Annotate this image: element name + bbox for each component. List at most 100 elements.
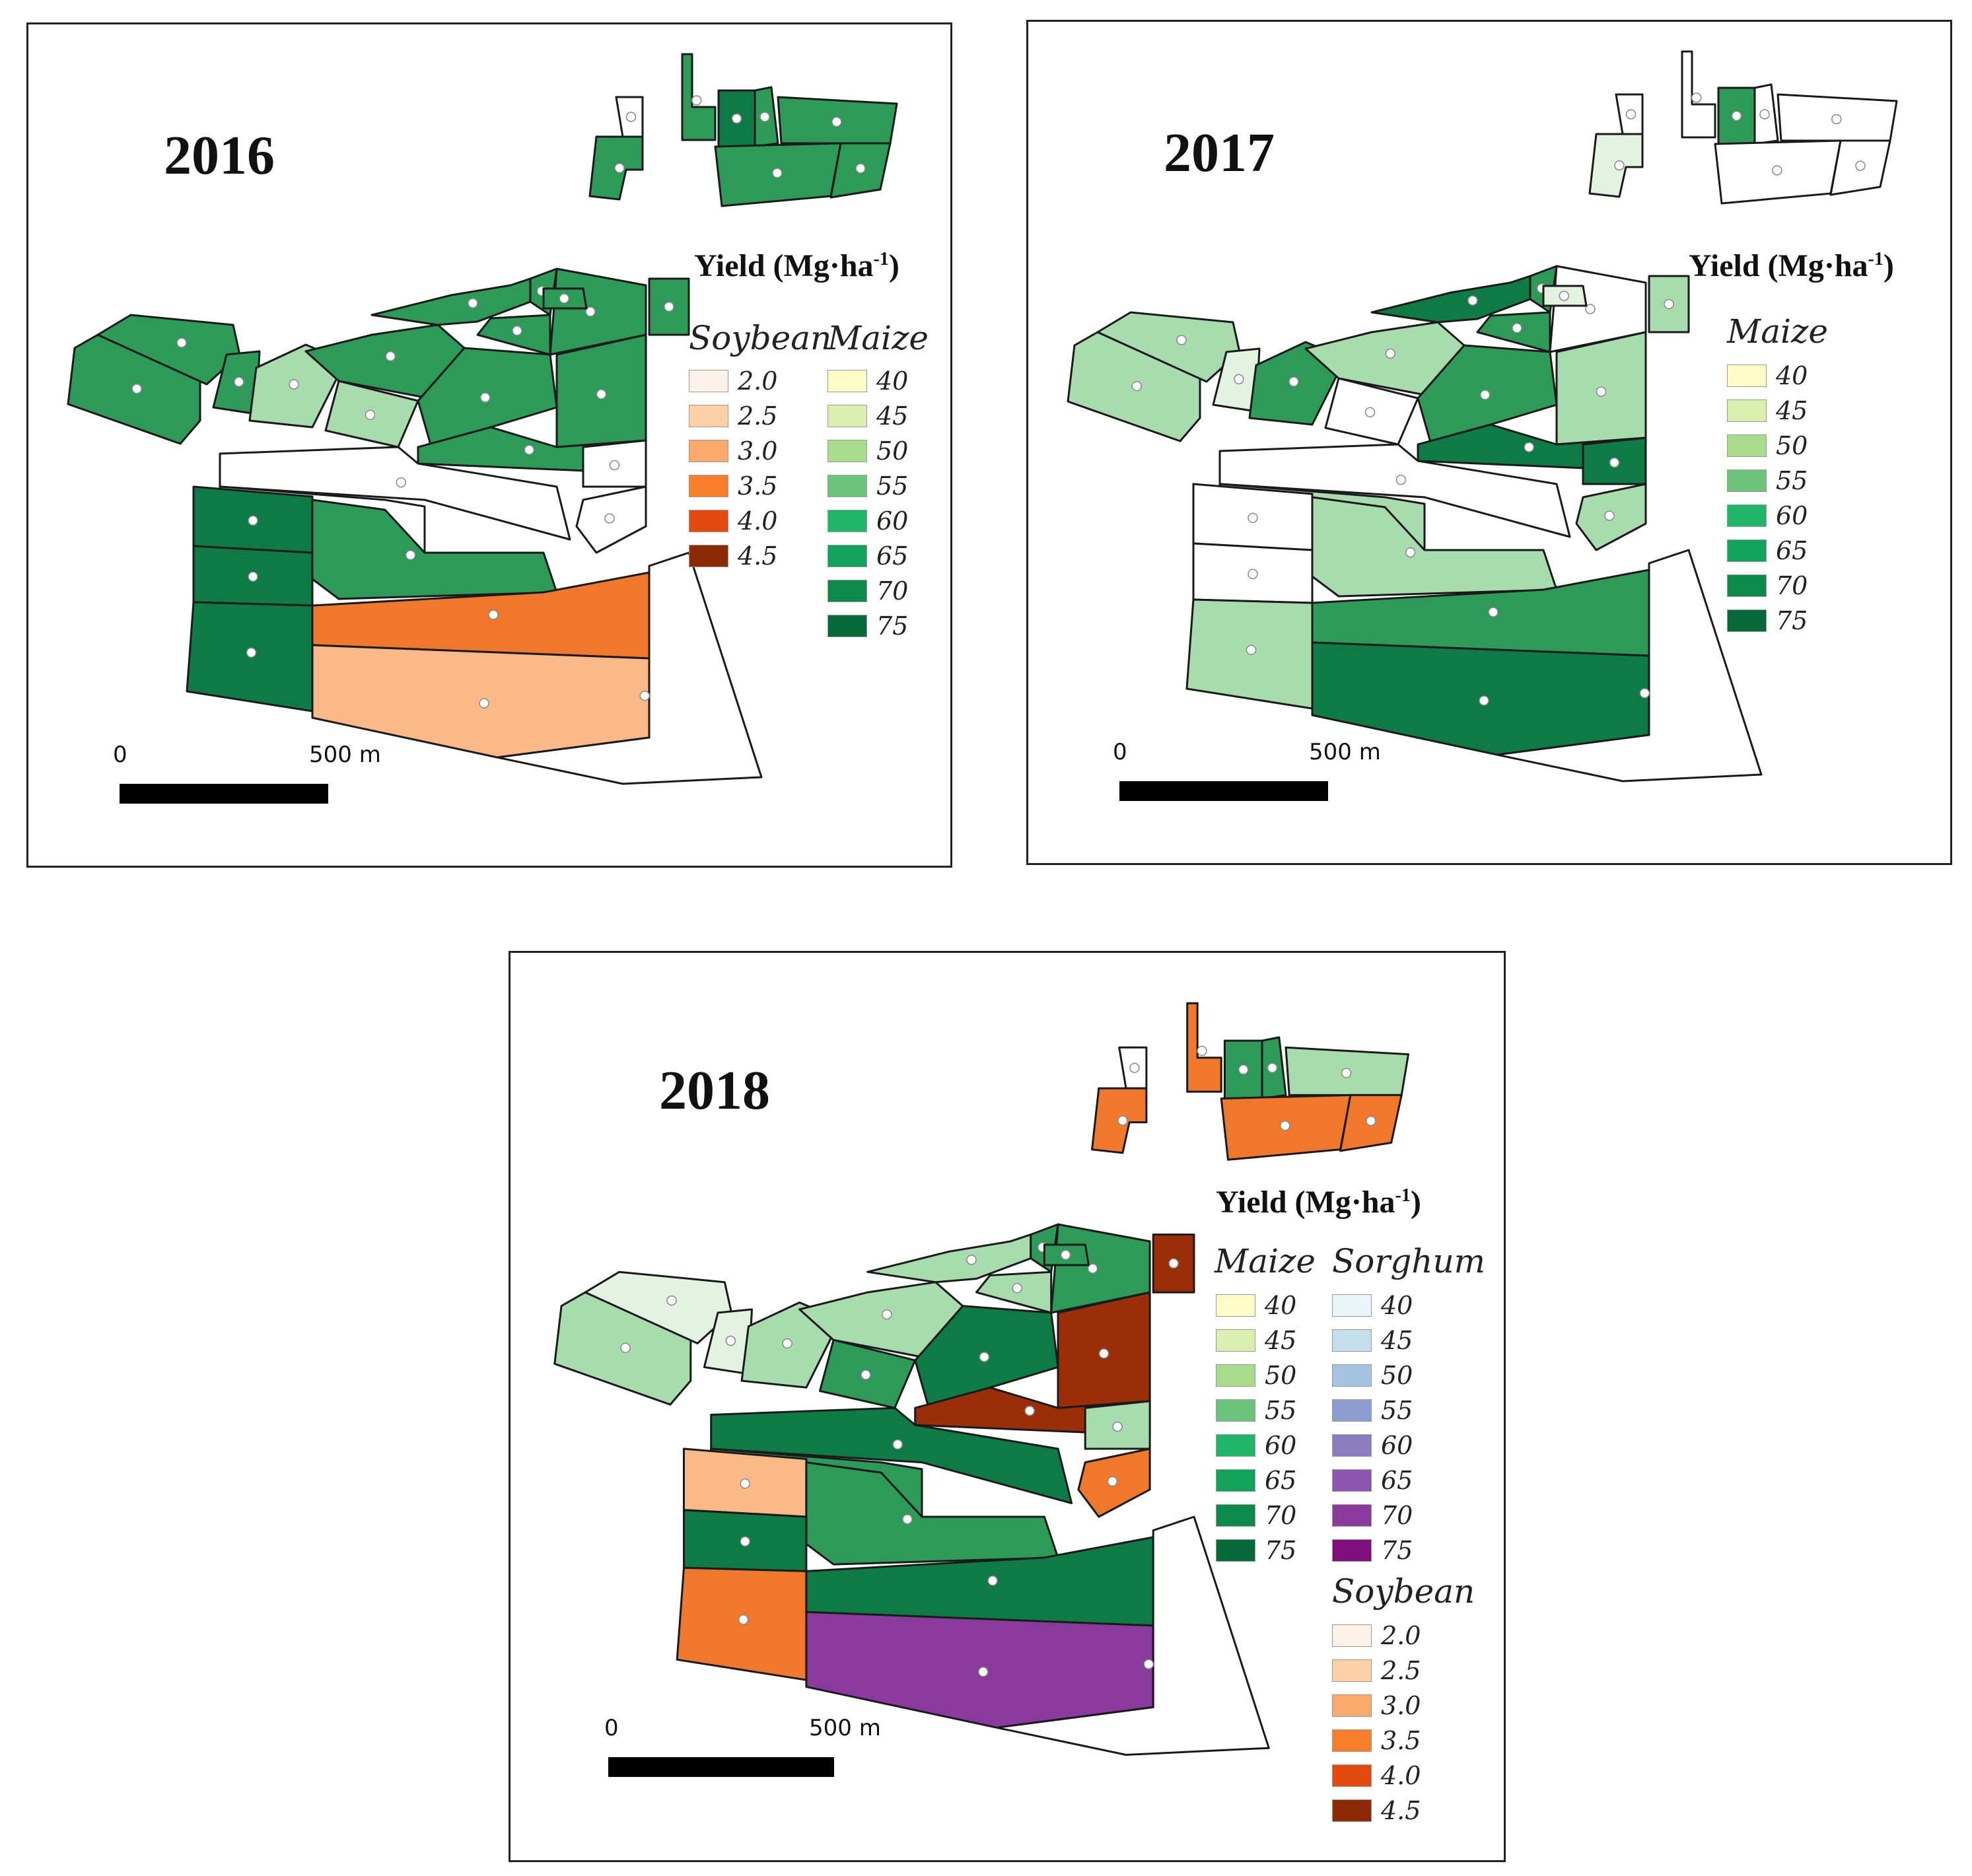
sample-point [1248, 512, 1258, 524]
field-w2 [584, 1270, 733, 1344]
sample-point [1559, 291, 1570, 301]
legend-swatch [1216, 1539, 1255, 1562]
legend-item: 4.0 [689, 506, 778, 536]
yield-title-close: ) [1410, 1185, 1421, 1220]
sample-point [1664, 298, 1674, 310]
sample-point [405, 549, 416, 561]
legend-swatch [1216, 1294, 1255, 1317]
legend-swatch [1332, 1799, 1372, 1822]
legend-item: 4.5 [689, 541, 777, 571]
legend-value: 45 [876, 401, 909, 431]
sample-point [882, 1309, 892, 1320]
legend-item: 3.5 [1332, 1726, 1421, 1755]
yield-title-sup: -1 [1395, 1185, 1411, 1206]
sample-point [1467, 295, 1478, 306]
sample-point [691, 95, 702, 106]
sample-point [782, 1338, 792, 1349]
field-group-2017 [1067, 50, 1898, 782]
sample-point [731, 113, 742, 124]
legend-item: 75 [828, 611, 908, 641]
legend-swatch [1332, 1694, 1372, 1717]
legend-value: 2.5 [1381, 1656, 1421, 1685]
legend-value: 50 [1381, 1361, 1413, 1390]
sample-point [1625, 109, 1637, 120]
legend-item: 40 [828, 366, 909, 396]
panel-2017: 2017 Yield (Mg·ha-1) Maize 0 500 m 40 45 5… [1026, 20, 1952, 865]
scale-label: 500 m [309, 742, 381, 768]
yield-title: Yield (Mg·ha-1) [1689, 248, 1894, 284]
sample-point [1087, 1263, 1098, 1274]
sample-point [1731, 110, 1742, 122]
sample-point [1405, 547, 1416, 558]
legend-value: 50 [1776, 431, 1808, 460]
legend-item: 40 [1332, 1291, 1413, 1320]
field-l2 [311, 499, 558, 600]
legend-item: 60 [1216, 1431, 1296, 1460]
legend-value: 65 [1381, 1466, 1413, 1495]
sample-point [1143, 1659, 1154, 1669]
legend-swatch [1727, 469, 1767, 492]
legend-swatch [689, 405, 728, 427]
legend-value: 40 [1381, 1291, 1413, 1320]
sample-point [966, 1255, 977, 1265]
field-nf3 [681, 53, 717, 141]
scale-zero: 0 [1113, 739, 1127, 765]
field-map-2017 [1067, 50, 1898, 782]
legend-swatch [1727, 609, 1767, 632]
field-c4 [476, 314, 551, 356]
legend-value: 55 [1381, 1396, 1413, 1425]
sample-point [1364, 407, 1376, 418]
yield-title-text: Yield (Mg·ha [694, 248, 874, 283]
scale-zero: 0 [113, 742, 127, 768]
field-group-2016 [67, 53, 898, 785]
legend-value: 70 [876, 576, 909, 606]
sample-point [1168, 1258, 1179, 1269]
sample-point [1341, 1068, 1352, 1078]
legend-swatch [1332, 1469, 1372, 1492]
sample-point [738, 1615, 749, 1625]
legend-swatch [1727, 434, 1767, 457]
sample-point [987, 1576, 998, 1586]
legend-value: 3.5 [1381, 1726, 1421, 1755]
legend-item: 50 [1216, 1361, 1296, 1390]
sample-point [666, 1295, 677, 1306]
sample-point [1831, 114, 1842, 125]
legend-heading-soybean: Soybean [689, 319, 832, 357]
field-map-2018 [553, 1002, 1409, 1756]
year-label: 2016 [164, 125, 275, 186]
sample-point [396, 477, 407, 488]
scale-zero: 0 [604, 1715, 619, 1741]
legend-value: 40 [1776, 361, 1808, 390]
sample-point [609, 460, 620, 471]
legend-swatch [689, 475, 728, 497]
legend-item: 75 [1332, 1536, 1413, 1565]
legend-item: 4.5 [1332, 1796, 1421, 1825]
legend-swatch [1332, 1294, 1372, 1317]
legend-value: 70 [1265, 1501, 1297, 1530]
yield-title-close: ) [888, 248, 899, 283]
legend-value: 75 [1776, 606, 1808, 635]
legend-swatch [1727, 400, 1767, 422]
sample-point [131, 383, 142, 394]
legend-item: 2.0 [689, 366, 777, 396]
legend-heading-soybean: Soybean [1332, 1572, 1475, 1611]
sample-point [248, 571, 258, 582]
legend-swatch [689, 440, 728, 462]
legend-item: 45 [1332, 1326, 1413, 1355]
legend-swatch [1216, 1469, 1255, 1492]
legend-heading-maize: Maize [1215, 1242, 1316, 1280]
sample-point [625, 112, 637, 122]
sample-point [1772, 165, 1782, 176]
sample-point [759, 112, 770, 122]
legend-value: 75 [1381, 1536, 1413, 1565]
sample-point [902, 1513, 913, 1525]
legend-value: 3.5 [738, 471, 778, 501]
sample-point [1639, 687, 1650, 699]
yield-title-text: Yield (Mg·ha [1216, 1185, 1395, 1220]
scale-label: 500 m [809, 1715, 881, 1741]
legend-swatch [1332, 1764, 1372, 1787]
legend-value: 4.0 [738, 506, 778, 536]
legend-value: 40 [876, 366, 909, 396]
legend-item: 2.0 [1332, 1621, 1421, 1650]
legend-item: 50 [1727, 431, 1808, 460]
